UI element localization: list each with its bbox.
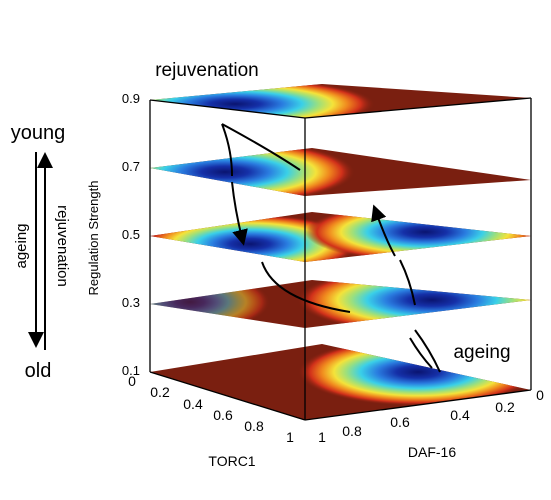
plane-0.3 bbox=[150, 280, 531, 328]
legend-young: young bbox=[11, 122, 66, 144]
ageing-legend: young old ageing rejuvenation bbox=[11, 122, 71, 382]
legend-ageing-label: ageing bbox=[13, 223, 30, 268]
vertical-axis-label: Regulation Strength bbox=[86, 181, 101, 296]
daf16-tick-0.4: 0.4 bbox=[450, 407, 470, 423]
plane-0.5 bbox=[150, 212, 531, 262]
z-tick-0.9: 0.9 bbox=[122, 91, 140, 106]
well-plane-0.5-right bbox=[305, 212, 531, 262]
z-tick-0.3: 0.3 bbox=[122, 295, 140, 310]
daf16-tick-1: 1 bbox=[318, 429, 326, 445]
torc1-tick-0.8: 0.8 bbox=[244, 418, 264, 434]
torc1-tick-0.6: 0.6 bbox=[213, 407, 233, 423]
daf16-tick-0.6: 0.6 bbox=[390, 414, 410, 430]
torc1-tick-1: 1 bbox=[286, 429, 294, 445]
plane-0.7 bbox=[150, 148, 531, 196]
daf16-axis: 1 0.8 0.6 0.4 0.2 0 DAF-16 bbox=[318, 387, 544, 460]
title-rejuvenation: rejuvenation bbox=[155, 60, 259, 81]
annotation-ageing: ageing bbox=[453, 342, 510, 363]
daf16-axis-label: DAF-16 bbox=[408, 444, 456, 460]
daf16-tick-0.2: 0.2 bbox=[495, 399, 515, 415]
torc1-tick-0.4: 0.4 bbox=[183, 396, 203, 412]
legend-rejuvenation-label: rejuvenation bbox=[54, 205, 71, 287]
legend-old: old bbox=[25, 360, 52, 382]
torc1-tick-0: 0 bbox=[128, 373, 136, 389]
daf16-tick-0.8: 0.8 bbox=[342, 423, 362, 439]
box-frame bbox=[149, 97, 532, 421]
z-tick-0.1: 0.1 bbox=[122, 363, 140, 378]
vertical-axis: Regulation Strength 0.9 0.7 0.5 0.3 0.1 bbox=[86, 91, 140, 378]
torc1-axis-label: TORC1 bbox=[208, 453, 255, 469]
z-tick-0.5: 0.5 bbox=[122, 227, 140, 242]
torc1-tick-0.2: 0.2 bbox=[150, 384, 170, 400]
z-tick-0.7: 0.7 bbox=[122, 159, 140, 174]
torc1-axis: 0 0.2 0.4 0.6 0.8 1 TORC1 bbox=[128, 373, 294, 469]
daf16-tick-0: 0 bbox=[536, 387, 544, 403]
trajectory-rejuvenation bbox=[221, 123, 351, 313]
trajectory-ageing bbox=[371, 204, 441, 373]
